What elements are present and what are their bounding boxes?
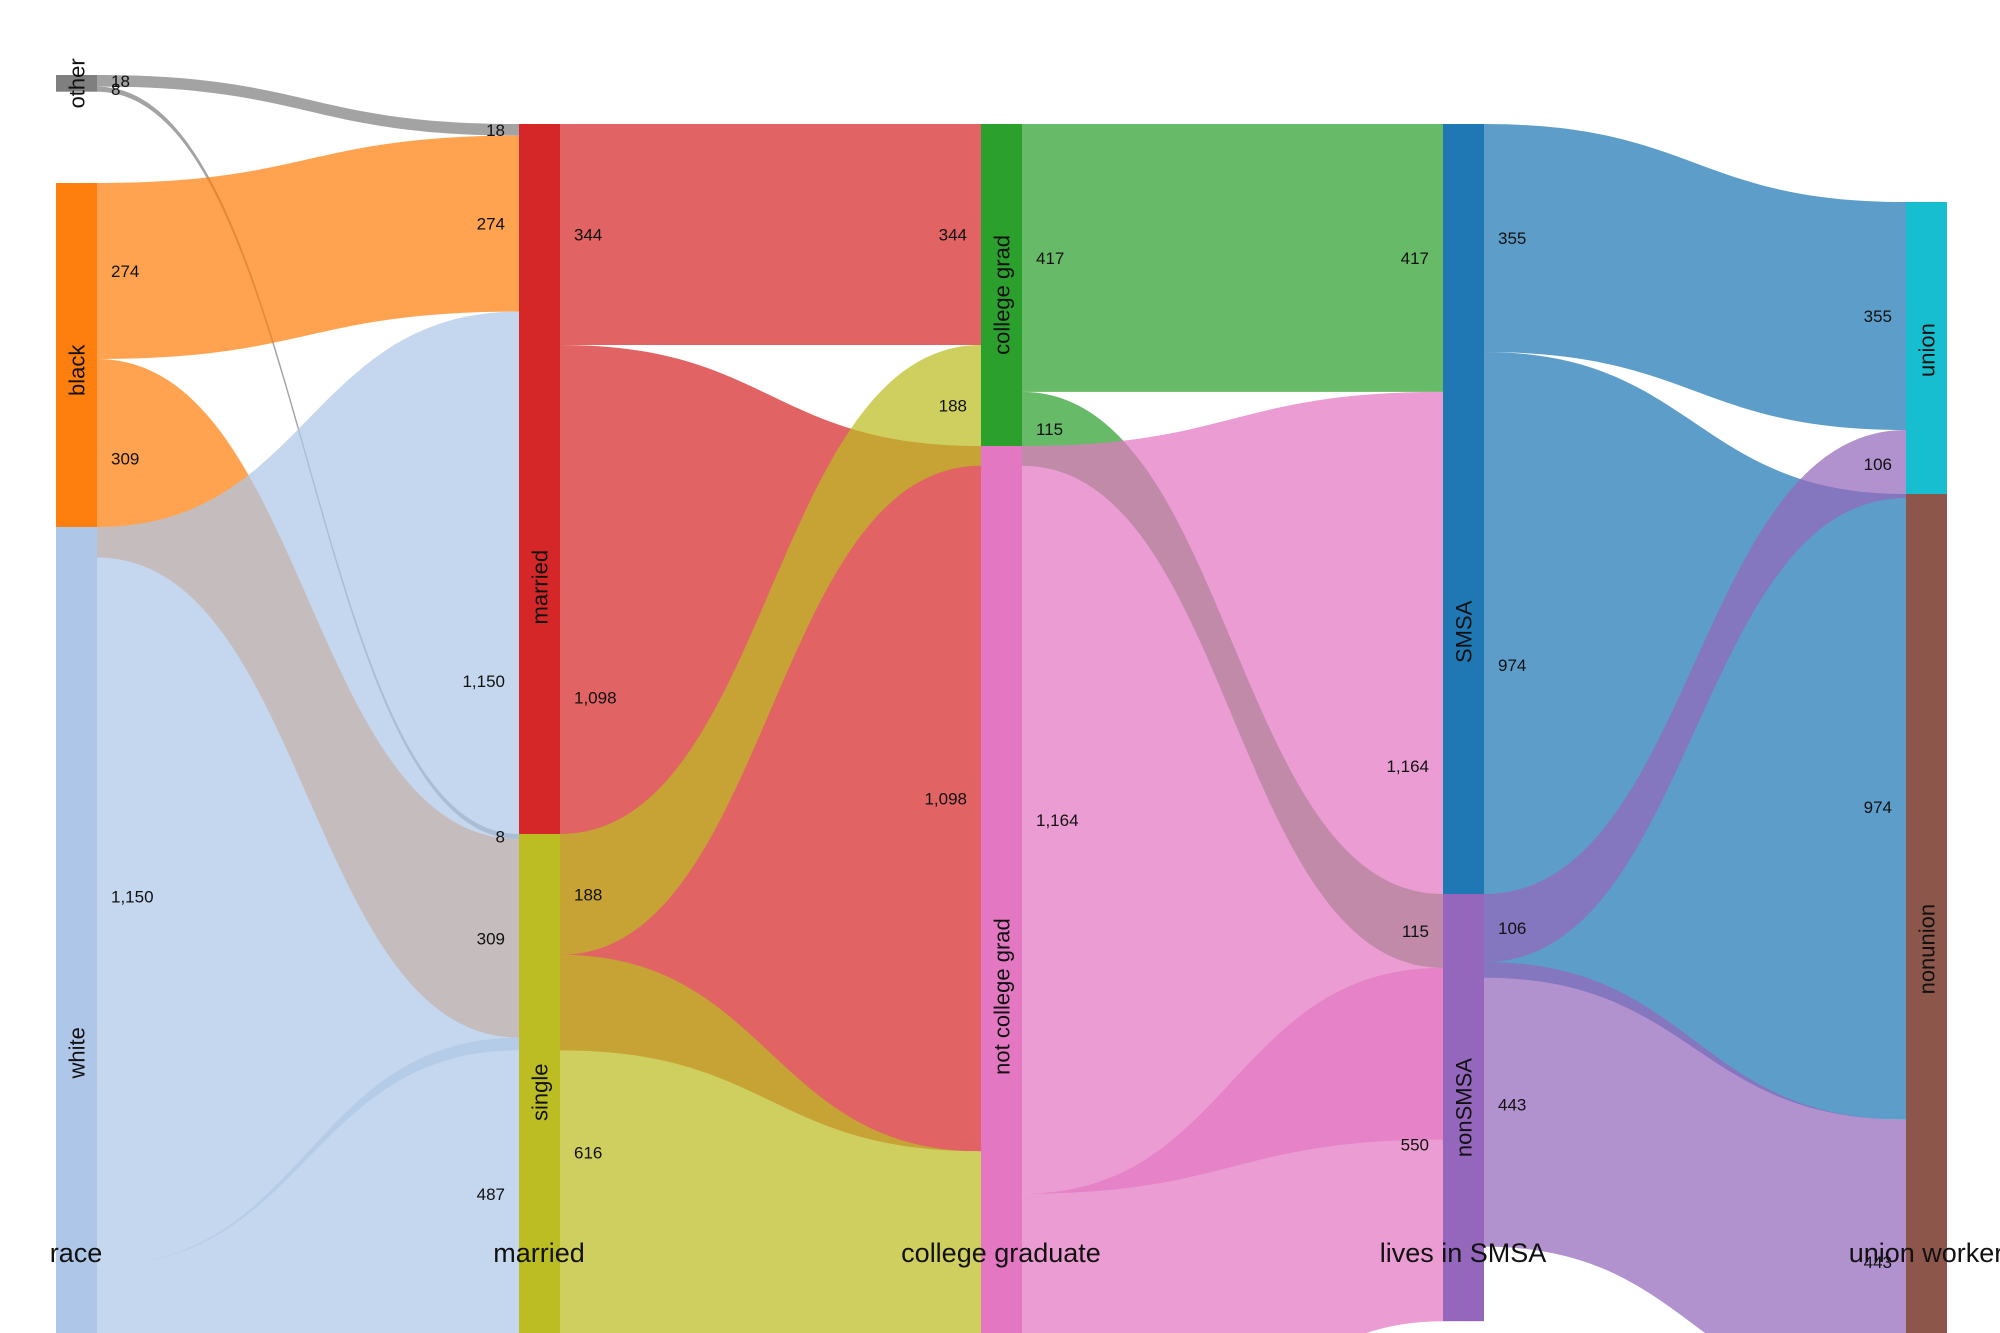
link-value-source-11: 115 [1036, 420, 1063, 439]
link-value-source-2: 274 [111, 262, 139, 281]
link-value-source-0: 18 [111, 72, 130, 91]
link-value-source-15: 974 [1498, 656, 1526, 675]
link-value-target-7: 1,098 [924, 790, 967, 809]
link-value-target-6: 344 [939, 225, 967, 244]
stage-label-3: lives in SMSA [1380, 1238, 1547, 1268]
link-value-target-1: 8 [496, 828, 505, 847]
link-value-target-4: 1,150 [462, 672, 505, 691]
link-single-to-college_grad [560, 344, 981, 955]
link-value-target-13: 550 [1401, 1136, 1429, 1155]
node-black [56, 183, 97, 558]
link-black-to-married [97, 135, 519, 360]
stage-label-4: union worker [1849, 1238, 2000, 1268]
link-value-target-0: 18 [486, 121, 505, 140]
link-value-target-2: 274 [477, 215, 505, 234]
link-value-target-16: 106 [1864, 455, 1892, 474]
link-value-target-5: 487 [477, 1185, 505, 1204]
link-value-source-16: 106 [1498, 919, 1526, 938]
link-white-to-married [97, 311, 519, 1266]
labels-layer: 1818882742743093091,1501,150487487344344… [65, 58, 1940, 1272]
link-value-source-8: 188 [574, 885, 602, 904]
link-value-source-14: 355 [1498, 229, 1526, 248]
link-value-target-3: 309 [477, 929, 505, 948]
node-label-other: other [65, 58, 90, 108]
link-white-to-single [97, 1037, 519, 1333]
link-value-source-12: 1,164 [1036, 811, 1079, 830]
stage-label-2: college graduate [901, 1238, 1101, 1268]
link-value-source-10: 417 [1036, 249, 1064, 268]
link-not_college_grad-to-nonsmsa [1022, 967, 1443, 1333]
node-label-college_grad: college grad [990, 235, 1015, 355]
node-label-married: married [528, 550, 553, 625]
link-value-source-3: 309 [111, 449, 139, 468]
link-value-source-9: 616 [574, 1144, 602, 1163]
link-college_grad-to-smsa [1022, 124, 1443, 392]
node-label-nonsmsa: nonSMSA [1452, 1058, 1477, 1157]
link-married-to-not_college_grad [560, 344, 981, 1152]
node-union [1906, 202, 1947, 499]
stage-labels: race married college graduate lives in SMSA… [50, 1238, 2000, 1268]
node-white [56, 527, 97, 1333]
links-layer [97, 75, 1906, 1333]
link-value-target-15: 974 [1864, 798, 1892, 817]
link-value-target-17: 443 [1864, 1253, 1892, 1272]
link-other-to-married [97, 75, 519, 136]
node-label-nonunion: nonunion [1915, 904, 1940, 995]
node-not_college_grad [981, 446, 1022, 1333]
link-value-target-8: 188 [939, 396, 967, 415]
link-value-target-10: 417 [1401, 249, 1429, 268]
node-label-single: single [528, 1064, 553, 1121]
node-single [519, 834, 560, 1333]
link-married-to-college_grad [560, 124, 981, 345]
link-value-source-1: 8 [111, 80, 120, 99]
stage-label-0: race [50, 1238, 103, 1268]
node-label-union: union [1915, 323, 1940, 377]
node-label-not_college_grad: not college grad [990, 918, 1015, 1075]
node-nonsmsa [1443, 894, 1484, 1322]
node-label-white: white [65, 1027, 90, 1079]
link-nonsmsa-to-union [1484, 430, 1906, 963]
link-value-source-7: 1,098 [574, 689, 617, 708]
link-smsa-to-union [1484, 124, 1906, 431]
link-value-source-4: 1,150 [111, 887, 154, 906]
link-value-source-17: 443 [1498, 1095, 1526, 1114]
nodes-layer [56, 75, 1947, 1333]
node-college_grad [981, 124, 1022, 466]
link-value-target-11: 115 [1402, 922, 1429, 941]
link-value-target-14: 355 [1864, 307, 1892, 326]
node-label-black: black [65, 344, 90, 396]
node-label-smsa: SMSA [1452, 600, 1477, 663]
link-value-source-6: 344 [574, 225, 602, 244]
link-nonsmsa-to-nonunion [1484, 962, 1906, 1333]
node-nonunion [1906, 494, 1947, 1333]
node-other [56, 75, 97, 92]
stage-label-1: married [493, 1238, 585, 1268]
link-single-to-not_college_grad [560, 954, 981, 1333]
link-value-target-12: 1,164 [1386, 757, 1429, 776]
